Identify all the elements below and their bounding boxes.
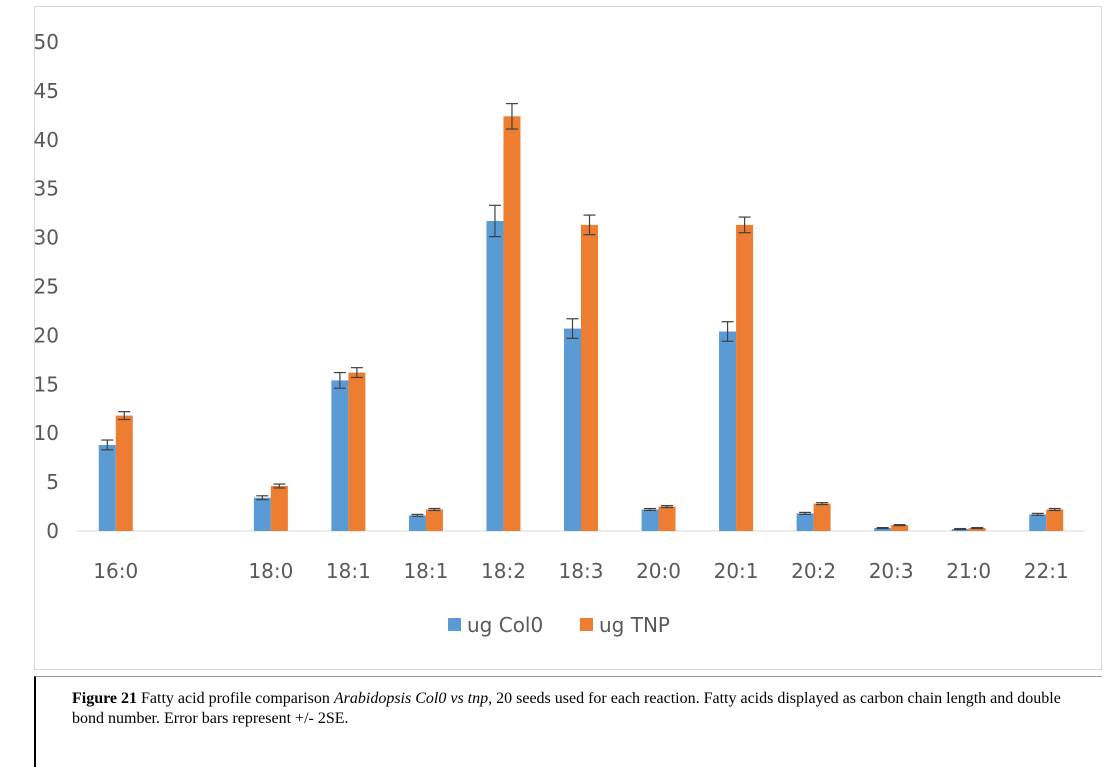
x-tick-label: 18:2 bbox=[481, 559, 526, 583]
x-tick-label: 20:0 bbox=[636, 559, 681, 583]
bar-col0 bbox=[331, 380, 349, 531]
bar-tnp bbox=[658, 506, 676, 531]
y-tick-label: 5 bbox=[46, 470, 59, 494]
x-tick-label: 21:0 bbox=[946, 559, 991, 583]
y-tick-label: 40 bbox=[34, 128, 59, 152]
bar-tnp bbox=[1046, 509, 1064, 531]
x-tick-label: 18:1 bbox=[326, 559, 371, 583]
bar-col0 bbox=[719, 331, 737, 531]
bar-col0 bbox=[408, 515, 426, 531]
y-tick-label: 0 bbox=[46, 519, 59, 543]
bar-tnp bbox=[348, 372, 366, 531]
legend-label: ug TNP bbox=[599, 613, 670, 637]
bar-chart: 0 5 10 15 20 25 30 35 40 45 50 16:0 18:0 18:1 18:1 18:2… bbox=[34, 30, 1085, 637]
y-tick-label: 20 bbox=[34, 323, 59, 347]
bar-col0 bbox=[1029, 514, 1047, 531]
legend-label: ug Col0 bbox=[467, 613, 543, 637]
caption-text-1: Fatty acid profile comparison bbox=[137, 690, 334, 707]
y-tick-label: 25 bbox=[34, 275, 59, 299]
bar-tnp bbox=[425, 509, 443, 531]
bar-col0 bbox=[796, 513, 814, 531]
x-tick-label: 20:2 bbox=[791, 559, 836, 583]
x-tick-label: 18:3 bbox=[559, 559, 604, 583]
x-tick-label: 20:3 bbox=[869, 559, 914, 583]
caption-label: Figure 21 bbox=[72, 690, 138, 707]
y-tick-label: 50 bbox=[34, 30, 59, 54]
bar-tnp bbox=[968, 528, 986, 531]
bar-col0 bbox=[98, 444, 116, 531]
bar-tnp bbox=[813, 503, 831, 531]
bar-tnp bbox=[736, 224, 754, 532]
x-tick-label: 18:0 bbox=[248, 559, 293, 583]
y-tick-label: 10 bbox=[34, 421, 59, 445]
x-tick-label: 20:1 bbox=[714, 559, 759, 583]
y-tick-label: 30 bbox=[34, 226, 59, 250]
x-tick-label: 18:1 bbox=[403, 559, 448, 583]
bar-tnp bbox=[891, 525, 909, 531]
caption-italic: Arabidopsis Col0 vs tnp, bbox=[333, 690, 493, 707]
legend-swatch bbox=[448, 618, 461, 631]
bar-tnp bbox=[581, 224, 598, 532]
bar-col0 bbox=[486, 220, 504, 531]
bar-col0 bbox=[564, 328, 581, 531]
bar-col0 bbox=[874, 528, 892, 531]
y-tick-label: 45 bbox=[34, 79, 59, 103]
x-tick-label: 16:0 bbox=[93, 559, 138, 583]
y-tick-label: 35 bbox=[34, 177, 59, 201]
y-tick-label: 15 bbox=[34, 372, 59, 396]
caption-box bbox=[34, 676, 1102, 767]
caption-text-2: 20 seeds used for each reaction. Fatty a… bbox=[72, 690, 1061, 727]
bar-tnp bbox=[115, 415, 133, 531]
bar-col0 bbox=[641, 509, 659, 531]
bar-tnp bbox=[270, 486, 288, 531]
x-tick-label: 22:1 bbox=[1024, 559, 1069, 583]
legend-swatch bbox=[580, 618, 593, 631]
figure-caption: Figure 21 Fatty acid profile comparison … bbox=[72, 689, 1082, 729]
bar-col0 bbox=[253, 497, 271, 531]
bar-tnp bbox=[503, 116, 521, 531]
